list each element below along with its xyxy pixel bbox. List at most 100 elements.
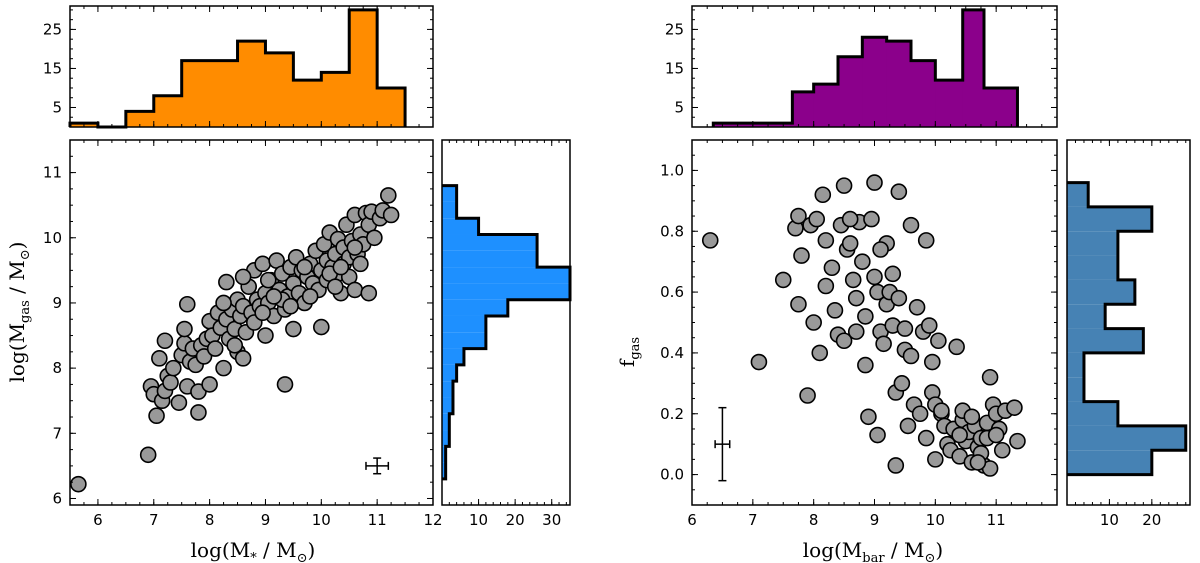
histogram-bar [962, 9, 984, 127]
histogram-bar [984, 87, 1018, 127]
x-tick-label: 30 [542, 511, 561, 529]
x-tick-label: 8 [205, 511, 215, 529]
data-point [844, 271, 862, 289]
histogram-bar [442, 185, 457, 202]
histogram-bar [1067, 231, 1118, 256]
y-tick-label: 25 [43, 20, 62, 38]
histogram-bar [1067, 328, 1144, 353]
histogram-bar [1067, 352, 1084, 378]
data-point [296, 258, 313, 276]
y-tick-label: 5 [52, 98, 62, 116]
left-right-histogram-panel: 10 20 30 [441, 139, 572, 529]
y-tick-label: 15 [43, 59, 62, 77]
histogram-bar [886, 41, 911, 128]
data-point [981, 368, 999, 386]
histogram-bar [813, 84, 838, 127]
y-tick-label: 6 [52, 489, 62, 507]
x-tick-label: 10 [312, 511, 331, 529]
histogram-bar [209, 60, 238, 128]
histogram-outline [442, 184, 572, 481]
data-point [823, 259, 841, 277]
histogram-bar [935, 80, 963, 127]
data-point [234, 268, 252, 286]
histogram-bar [1067, 255, 1118, 280]
data-point [380, 187, 397, 204]
histogram-bar [1067, 450, 1152, 475]
data-point [835, 177, 853, 194]
histogram-bar [838, 56, 863, 127]
histogram-bar [792, 91, 814, 127]
x-tick-label: 8 [809, 511, 819, 529]
data-point [276, 376, 294, 393]
data-point [908, 298, 926, 316]
histogram-outline [711, 8, 1019, 127]
y-tick-label: 5 [674, 98, 684, 116]
histogram-bar [1067, 206, 1152, 232]
data-point [927, 451, 944, 468]
data-point [933, 402, 950, 420]
histogram-bar [293, 80, 322, 127]
data-point [841, 210, 859, 228]
histogram-bar [1067, 279, 1135, 305]
y-tick-label: 8 [52, 359, 62, 377]
histogram-bar [153, 95, 182, 127]
hist-frame [1066, 139, 1191, 506]
data-point [951, 426, 968, 444]
data-point [326, 278, 344, 295]
right-scatter-panel: 6 7 8 9 10 11 0.0 0.2 0.4 0.6 0.8 1.0 [660, 139, 1058, 529]
x-tick-label: 11 [368, 511, 387, 529]
data-point [285, 320, 302, 338]
histogram-bar [442, 267, 570, 284]
right-y-axis-label: fgas [615, 337, 643, 367]
data-point [215, 294, 232, 312]
data-point [826, 302, 844, 319]
data-point [1006, 399, 1023, 416]
y-tick-label: 0.2 [660, 405, 684, 423]
y-tick-label: 0.8 [660, 222, 684, 240]
right-x-axis-label: log(Mbar / M⊙) [803, 538, 943, 563]
data-point [352, 255, 369, 273]
histogram-bar [442, 430, 450, 447]
histogram-bar [713, 123, 753, 127]
histogram-bar [1067, 304, 1106, 329]
data-point [863, 210, 880, 228]
data-point [896, 320, 914, 337]
data-point [930, 332, 947, 350]
data-point [866, 174, 883, 191]
data-point [917, 232, 935, 249]
data-point [887, 457, 905, 474]
data-point [902, 347, 920, 365]
histogram-bar [442, 348, 464, 365]
histogram-outline [1067, 181, 1188, 477]
x-tick-label: 6 [93, 511, 103, 529]
right-top-histogram-panel: 5 15 25 [665, 5, 1058, 128]
histogram-bar [442, 332, 486, 349]
data-point [148, 407, 165, 425]
x-tick-label: 10 [1100, 511, 1119, 529]
data-point [869, 426, 886, 444]
data-point [893, 375, 911, 392]
data-point [201, 376, 218, 393]
data-point [811, 344, 829, 362]
histogram-bar [349, 9, 378, 127]
data-point [360, 284, 378, 302]
data-point [701, 232, 719, 249]
data-point [841, 235, 859, 252]
histogram-bar [321, 72, 350, 127]
data-point [969, 454, 987, 471]
data-point [218, 273, 235, 291]
data-point [282, 297, 299, 315]
data-point [750, 353, 768, 371]
data-point [156, 332, 174, 350]
data-point [902, 216, 920, 234]
data-point [890, 289, 908, 307]
data-point [313, 318, 330, 336]
histogram-bar [442, 381, 453, 398]
histogram-bar [1067, 182, 1089, 207]
data-point [254, 255, 271, 273]
x-tick-label: 6 [687, 511, 697, 529]
histogram-bar [442, 364, 457, 382]
y-tick-label: 1.0 [660, 161, 684, 179]
data-point [860, 408, 877, 426]
